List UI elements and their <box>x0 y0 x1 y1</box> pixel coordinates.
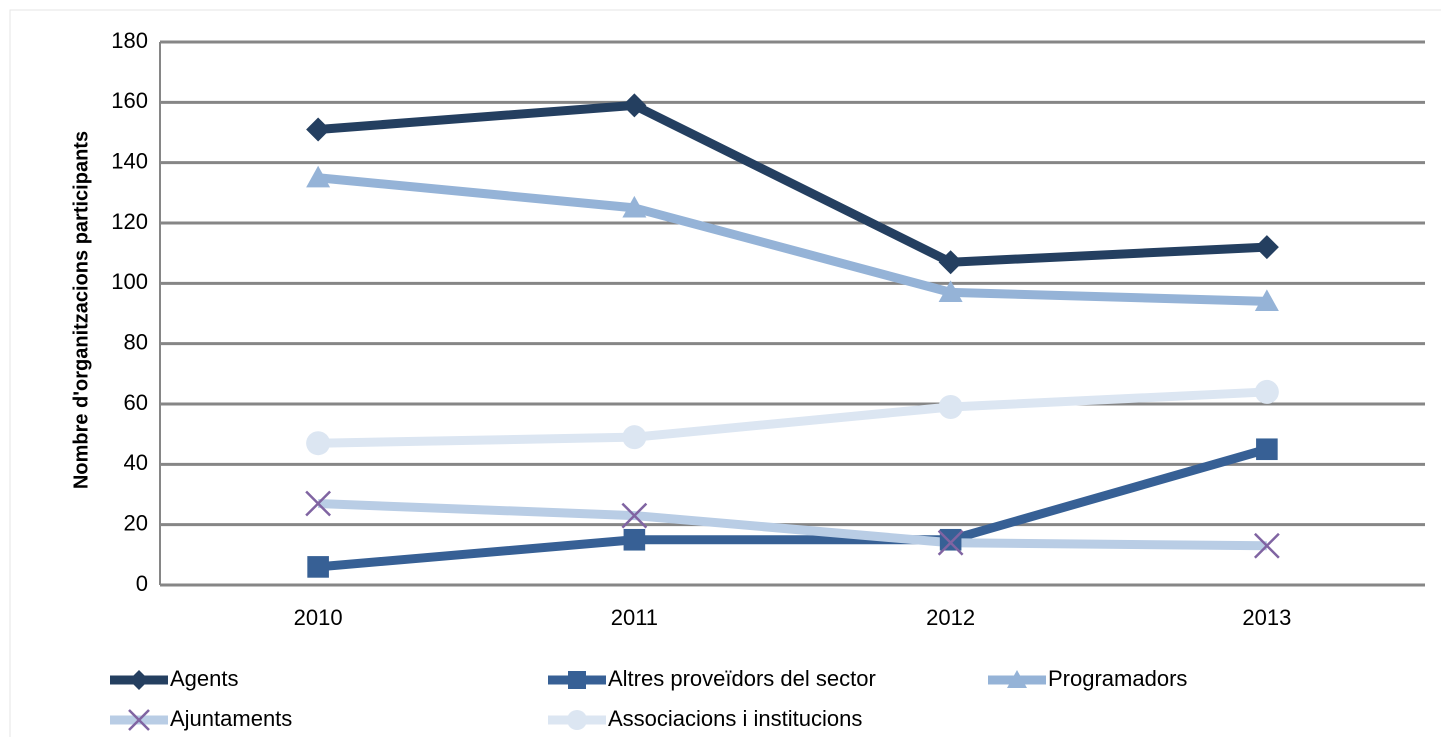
y-tick-label: 140 <box>111 148 148 173</box>
series-line <box>317 499 1267 551</box>
marker <box>939 528 962 551</box>
marker <box>1256 438 1278 461</box>
marker <box>128 709 150 731</box>
marker <box>306 117 331 142</box>
x-tick-label: 2011 <box>611 605 658 630</box>
marker <box>1253 532 1280 559</box>
legend-item: Associacions i institucions <box>548 706 862 731</box>
y-tick-label: 160 <box>111 88 148 113</box>
legend-label: Agents <box>170 666 239 691</box>
legend-label: Programadors <box>1048 666 1187 691</box>
marker <box>567 710 587 730</box>
marker <box>1007 670 1027 688</box>
x-tick-label: 2010 <box>294 605 343 630</box>
legend-item: Programadors <box>988 666 1187 691</box>
marker <box>622 425 647 450</box>
marker <box>1254 289 1279 312</box>
marker <box>129 670 149 690</box>
chart-border <box>9 9 1441 737</box>
marker <box>938 250 963 275</box>
marker <box>1254 235 1279 260</box>
legend-item: Agents <box>110 666 239 691</box>
y-tick-label: 80 <box>124 329 148 354</box>
x-tick-label: 2012 <box>926 605 975 630</box>
legend-item: Ajuntaments <box>110 706 292 731</box>
legend-label: Altres proveïdors del sector <box>608 666 876 691</box>
marker <box>938 395 963 420</box>
y-tick-label: 20 <box>124 510 148 535</box>
marker <box>621 502 648 529</box>
y-tick-label: 0 <box>136 571 148 596</box>
marker <box>623 528 646 551</box>
x-tick-label: 2013 <box>1242 605 1291 630</box>
marker <box>622 93 647 118</box>
y-tick-label: 60 <box>124 390 148 415</box>
y-tick-label: 120 <box>111 209 148 234</box>
series-line <box>317 100 1268 267</box>
marker <box>568 671 586 689</box>
marker <box>306 165 331 188</box>
legend-label: Ajuntaments <box>170 706 292 731</box>
series-line <box>318 387 1268 448</box>
marker <box>306 431 331 456</box>
marker <box>622 195 647 218</box>
legend-item: Altres proveïdors del sector <box>548 666 876 691</box>
y-tick-label: 180 <box>111 28 148 53</box>
y-tick-label: 40 <box>124 450 148 475</box>
y-tick-label: 100 <box>111 269 148 294</box>
legend-label: Associacions i institucions <box>608 706 862 731</box>
y-axis-label: Nombre d'organitzacions participants <box>70 131 92 489</box>
marker <box>938 280 963 302</box>
marker <box>307 556 329 578</box>
marker <box>305 490 332 517</box>
series-line <box>317 444 1269 572</box>
marker <box>937 529 964 556</box>
series-line <box>317 173 1268 306</box>
marker <box>1254 379 1279 404</box>
